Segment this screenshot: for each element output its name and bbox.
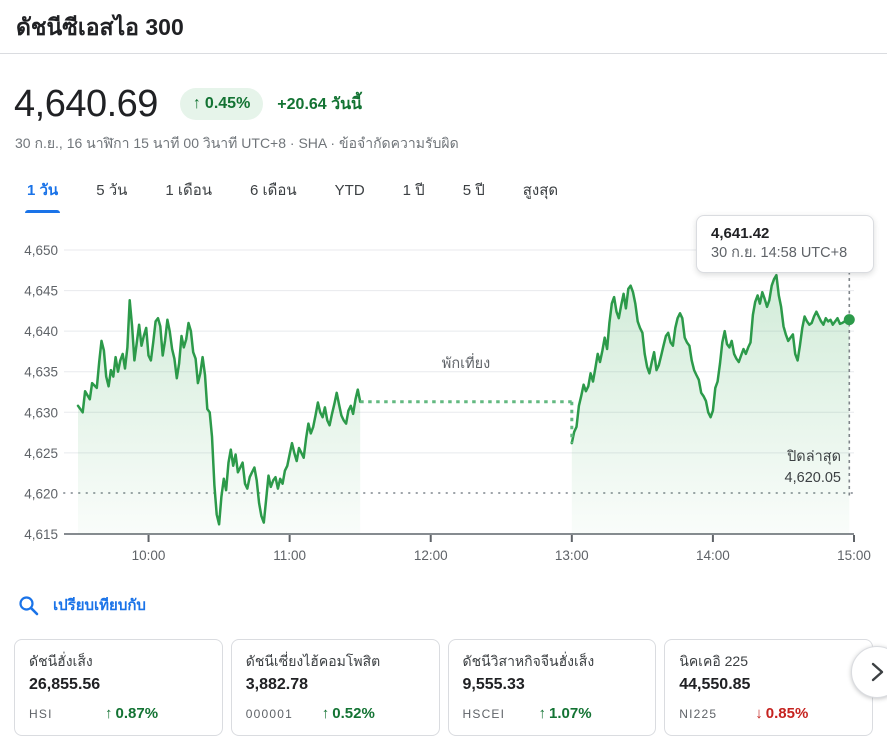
compare-card-ni225[interactable]: นิคเคอิ 225 44,550.85 NI225 ↓ 0.85% [664, 639, 873, 736]
change-percent: ↓ 0.85% [755, 705, 808, 722]
change-percent-value: 0.87% [115, 705, 159, 722]
ticker-symbol: NI225 [679, 706, 718, 721]
index-value: 9,555.33 [462, 676, 525, 693]
down-arrow-icon: ↓ [755, 705, 763, 722]
change-percent: ↑ 0.52% [322, 705, 375, 722]
previous-close-label: ปิดล่าสุด 4,620.05 [785, 447, 841, 489]
header-divider [0, 53, 887, 54]
x-axis-tick-label: 14:00 [696, 548, 730, 563]
ticker-symbol: HSI [29, 706, 53, 721]
y-axis-tick-label: 4,620 [24, 486, 58, 501]
x-axis-tick-label: 15:00 [837, 548, 871, 563]
card-bottom-row: HSCEI ↑ 1.07% [463, 705, 642, 722]
y-axis-tick-label: 4,650 [24, 243, 58, 258]
page-title: ดัชนีซีเอสไอ 300 [16, 14, 184, 40]
x-axis-tick-label: 11:00 [273, 548, 306, 563]
change-percent-value: 1.07% [549, 705, 592, 722]
y-axis-tick-label: 4,635 [24, 365, 58, 380]
range-tab-ytd[interactable]: YTD [316, 172, 384, 213]
current-price: 4,640.69 [14, 83, 158, 125]
quote-meta: 30 ก.ย., 16 นาฬิกา 15 นาที 00 วินาที UTC… [15, 134, 887, 152]
previous-close-caption: ปิดล่าสุด [787, 449, 841, 465]
price-row: 4,640.69 ↑ 0.45% +20.64 วันนี้ [14, 82, 887, 126]
chart-tooltip: 4,641.42 30 ก.ย. 14:58 UTC+8 [696, 215, 874, 273]
change-percent: ↑ 0.87% [105, 705, 158, 722]
session-1-area [78, 300, 361, 534]
previous-close-value: 4,620.05 [784, 470, 841, 486]
y-axis-tick-label: 4,630 [24, 405, 58, 420]
quote-timestamp: 30 ก.ย., 16 นาฬิกา 15 นาที 00 วินาที UTC… [15, 135, 336, 151]
index-value: 26,855.56 [29, 676, 101, 693]
index-name: ดัชนีฮั่งเส็ง [29, 653, 93, 669]
session-2-area [571, 275, 850, 534]
change-percent-value: 0.85% [765, 705, 809, 722]
range-tab-5y[interactable]: 5 ปี [444, 172, 504, 213]
last-price-dot [843, 314, 855, 326]
ticker-symbol: 000001 [245, 706, 293, 721]
change-percent: ↑ 1.07% [539, 705, 592, 722]
up-arrow-icon: ↑ [321, 705, 330, 722]
x-axis-tick-label: 13:00 [555, 548, 589, 563]
y-axis-tick-label: 4,645 [24, 284, 58, 299]
index-name: นิคเคอิ 225 [679, 653, 748, 669]
session-1-line [76, 299, 362, 526]
up-arrow-icon: ↑ [105, 705, 113, 722]
range-tab-6m[interactable]: 6 เดือน [231, 172, 316, 213]
card-bottom-row: 000001 ↑ 0.52% [246, 705, 425, 722]
compare-card-000001[interactable]: ดัชนีเซี่ยงไฮ้คอมโพสิต 3,882.78 000001 ↑ 0.5… [230, 639, 440, 736]
change-today: +20.64 วันนี้ [277, 95, 362, 113]
index-name: ดัชนีวิสาหกิจจีนฮั่งเส็ง [462, 653, 595, 669]
range-tab-1m[interactable]: 1 เดือน [146, 172, 231, 213]
session-2-line [570, 273, 851, 445]
index-value: 44,550.85 [679, 676, 751, 693]
card-bottom-row: HSI ↑ 0.87% [29, 705, 208, 722]
ticker-symbol: HSCEI [462, 706, 506, 721]
tooltip-value: 4,641.42 [711, 225, 770, 242]
card-bottom-row: NI225 ↓ 0.85% [679, 705, 858, 722]
compare-with[interactable]: เปรียบเทียบกับ [18, 593, 887, 617]
index-value: 3,882.78 [245, 676, 309, 693]
tooltip-time: 30 ก.ย. 14:58 UTC+8 [711, 245, 848, 261]
change-percent: 0.45% [204, 95, 251, 112]
range-tab-1d[interactable]: 1 วัน [8, 172, 77, 213]
lunch-break-label: พักเที่ยง [441, 356, 491, 372]
search-icon [19, 595, 39, 615]
index-name: ดัชนีเซี่ยงไฮ้คอมโพสิต [245, 653, 381, 669]
up-arrow-icon: ↑ [192, 95, 201, 112]
time-range-tabs: 1 วัน 5 วัน 1 เดือน 6 เดือน YTD 1 ปี 5 ปี สูงสุ… [8, 172, 887, 213]
chevron-right-icon [871, 662, 884, 682]
range-tab-5d[interactable]: 5 วัน [77, 172, 146, 213]
compare-card-hsi[interactable]: ดัชนีฮั่งเส็ง 26,855.56 HSI ↑ 0.87% [14, 639, 223, 736]
compare-card-hscei[interactable]: ดัชนีวิสาหกิจจีนฮั่งเส็ง 9,555.33 HSCEI ↑ 1.… [447, 639, 657, 736]
change-percent-badge: ↑ 0.45% [179, 88, 264, 120]
range-tab-max[interactable]: สูงสุด [504, 172, 577, 213]
y-axis-tick-label: 4,640 [24, 324, 58, 339]
x-axis-tick-label: 12:00 [414, 548, 448, 563]
compare-with-label: เปรียบเทียบกับ [53, 597, 146, 614]
compare-cards: ดัชนีฮั่งเส็ง 26,855.56 HSI ↑ 0.87% ดัชนีเซี่… [14, 639, 873, 736]
y-axis-tick-label: 4,625 [24, 446, 58, 461]
price-chart[interactable]: 4,615 4,620 4,625 4,630 4,635 4,640 4,645 4,650… [0, 213, 887, 565]
change-percent-value: 0.52% [332, 705, 375, 722]
up-arrow-icon: ↑ [538, 705, 547, 722]
range-tab-1y[interactable]: 1 ปี [384, 172, 444, 213]
x-axis-tick-label: 10:00 [132, 548, 166, 563]
chart-canvas: 4,615 4,620 4,625 4,630 4,635 4,640 4,645 4,650… [24, 243, 871, 563]
disclaimer-link[interactable]: ข้อจำกัดความรับผิด [339, 135, 459, 151]
y-axis-tick-label: 4,615 [24, 527, 58, 542]
